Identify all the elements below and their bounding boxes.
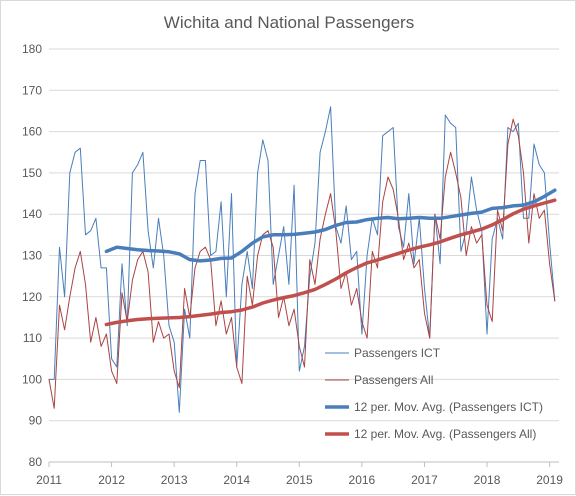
series-line-3 xyxy=(104,188,557,263)
series-line-2 xyxy=(48,118,556,409)
x-tick-label: 2019 xyxy=(536,473,563,487)
y-axis-ticks: 80 90 100 110 120 130 140 150 160 170 180 xyxy=(22,42,42,469)
x-tick-label: 2015 xyxy=(286,473,313,487)
y-tick-label: 150 xyxy=(22,166,42,180)
series-line-4 xyxy=(104,198,557,327)
x-tick-label: 2014 xyxy=(223,473,250,487)
series-lines xyxy=(48,106,557,413)
x-tick-label: 2012 xyxy=(98,473,125,487)
y-tick-label: 90 xyxy=(29,414,43,428)
legend: Passengers ICT Passengers All 12 per. Mov.… xyxy=(325,346,543,441)
y-tick-label: 100 xyxy=(22,372,42,386)
y-tick-label: 170 xyxy=(22,83,42,97)
series-line-1 xyxy=(48,106,556,413)
x-tick-label: 2011 xyxy=(36,473,62,487)
gridlines xyxy=(49,48,559,463)
x-tick-label: 2013 xyxy=(161,473,188,487)
legend-label: Passengers All xyxy=(354,373,433,387)
x-tick-label: 2016 xyxy=(349,473,376,487)
x-tick-label: 2017 xyxy=(411,473,438,487)
legend-label: 12 per. Mov. Avg. (Passengers All) xyxy=(354,427,536,441)
y-tick-label: 180 xyxy=(22,42,42,56)
y-tick-label: 160 xyxy=(22,125,42,139)
x-tick-label: 2018 xyxy=(474,473,501,487)
y-tick-label: 120 xyxy=(22,290,42,304)
legend-label: Passengers ICT xyxy=(354,346,441,360)
y-tick-label: 140 xyxy=(22,207,42,221)
chart-title: Wichita and National Passengers xyxy=(164,13,414,32)
legend-label: 12 per. Mov. Avg. (Passengers ICT) xyxy=(354,400,543,414)
y-tick-label: 130 xyxy=(22,249,42,263)
y-tick-label: 110 xyxy=(23,331,42,345)
y-tick-label: 80 xyxy=(29,455,43,469)
x-axis-ticks: 2011 2012 2013 2014 2015 2016 2017 2018 2019 xyxy=(36,462,563,487)
